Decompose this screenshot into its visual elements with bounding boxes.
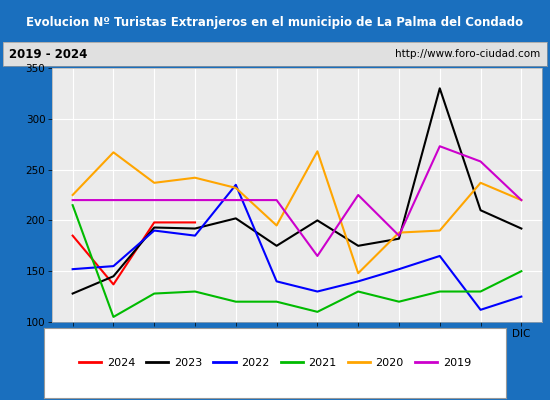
Text: Evolucion Nº Turistas Extranjeros en el municipio de La Palma del Condado: Evolucion Nº Turistas Extranjeros en el … xyxy=(26,16,524,29)
Text: http://www.foro-ciudad.com: http://www.foro-ciudad.com xyxy=(395,49,541,59)
Text: 2019 - 2024: 2019 - 2024 xyxy=(9,48,87,60)
Legend: 2024, 2023, 2022, 2021, 2020, 2019: 2024, 2023, 2022, 2021, 2020, 2019 xyxy=(75,354,475,372)
